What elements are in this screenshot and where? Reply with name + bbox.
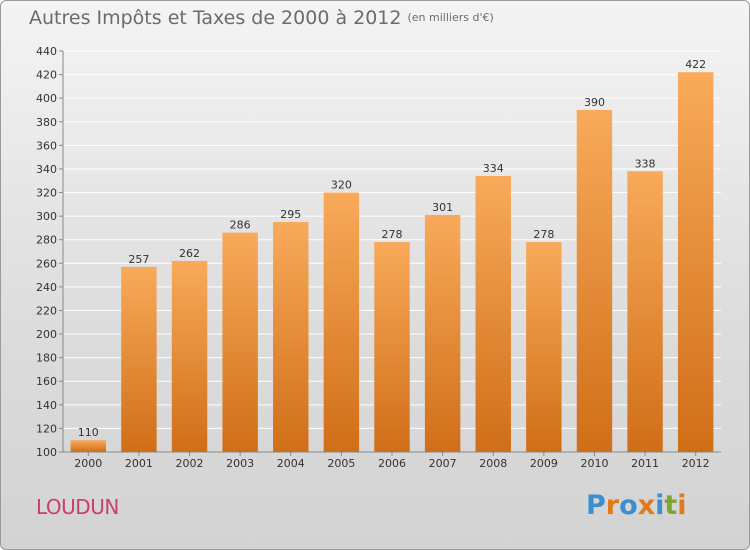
bar <box>475 176 511 453</box>
bar <box>576 109 613 453</box>
x-tick-label: 2012 <box>682 457 710 470</box>
bar <box>70 440 107 452</box>
bar-value-label: 295 <box>280 208 301 221</box>
bar <box>121 266 157 452</box>
y-tick-label: 400 <box>36 92 57 105</box>
bar <box>677 72 714 453</box>
bar-value-label: 338 <box>635 157 656 170</box>
logo-letter: i <box>655 490 665 521</box>
bar-value-label: 278 <box>533 228 554 241</box>
x-tick-label: 2000 <box>74 457 102 470</box>
x-tick-label: 2003 <box>226 457 254 470</box>
logo-letter: o <box>619 490 638 521</box>
proxiti-logo: Proxiti <box>586 490 687 521</box>
bar <box>323 192 360 452</box>
x-tick-label: 2005 <box>327 457 355 470</box>
bar-value-label: 110 <box>78 426 99 439</box>
bar <box>374 242 410 452</box>
bar-value-label: 286 <box>230 219 251 232</box>
y-tick-label: 300 <box>36 210 57 223</box>
bar-value-label: 257 <box>128 253 149 266</box>
bar <box>424 214 461 452</box>
y-tick-label: 240 <box>36 281 57 294</box>
logo-letter: r <box>605 490 620 521</box>
unit-note: (en milliers d'€) <box>407 11 494 24</box>
bar-value-label: 278 <box>382 228 403 241</box>
chart-title: Autres Impôts et Taxes de 2000 à 2012 (en… <box>29 7 494 29</box>
x-tick-label: 2001 <box>125 457 153 470</box>
x-tick-label: 2004 <box>277 457 305 470</box>
title-text: Autres Impôts et Taxes de 2000 à 2012 <box>29 7 402 29</box>
bar-value-label: 334 <box>483 162 504 175</box>
bar <box>526 242 562 452</box>
y-tick-label: 320 <box>36 187 57 200</box>
bar-value-label: 422 <box>685 58 706 71</box>
bar <box>627 171 663 453</box>
x-tick-label: 2008 <box>479 457 507 470</box>
logo-letter: x <box>637 490 656 521</box>
y-tick-label: 180 <box>36 352 57 365</box>
bar-value-label: 301 <box>432 201 453 214</box>
y-tick-label: 380 <box>36 116 57 129</box>
y-tick-label: 420 <box>36 69 57 82</box>
y-tick-label: 120 <box>36 422 57 435</box>
y-tick-label: 340 <box>36 163 57 176</box>
y-tick-label: 100 <box>36 446 57 459</box>
logo-letter: t <box>664 490 678 521</box>
y-tick-label: 220 <box>36 304 57 317</box>
y-tick-label: 200 <box>36 328 57 341</box>
y-tick-label: 160 <box>36 375 57 388</box>
x-tick-label: 2007 <box>429 457 457 470</box>
x-tick-label: 2010 <box>580 457 608 470</box>
x-tick-label: 2006 <box>378 457 406 470</box>
bar <box>222 232 258 452</box>
commune-name: LOUDUN <box>36 495 119 519</box>
logo-letter: P <box>586 490 606 521</box>
y-tick-label: 280 <box>36 234 57 247</box>
x-tick-label: 2009 <box>530 457 558 470</box>
y-tick-label: 260 <box>36 257 57 270</box>
bar-value-label: 262 <box>179 247 200 260</box>
y-tick-label: 140 <box>36 399 57 412</box>
y-tick-label: 360 <box>36 139 57 152</box>
bar <box>171 260 208 452</box>
x-tick-label: 2011 <box>631 457 659 470</box>
bar <box>273 222 309 452</box>
x-tick-label: 2002 <box>176 457 204 470</box>
y-tick-label: 440 <box>36 45 57 58</box>
bar-value-label: 320 <box>331 179 352 192</box>
logo-letter: i <box>677 490 687 521</box>
bar-value-label: 390 <box>584 96 605 109</box>
